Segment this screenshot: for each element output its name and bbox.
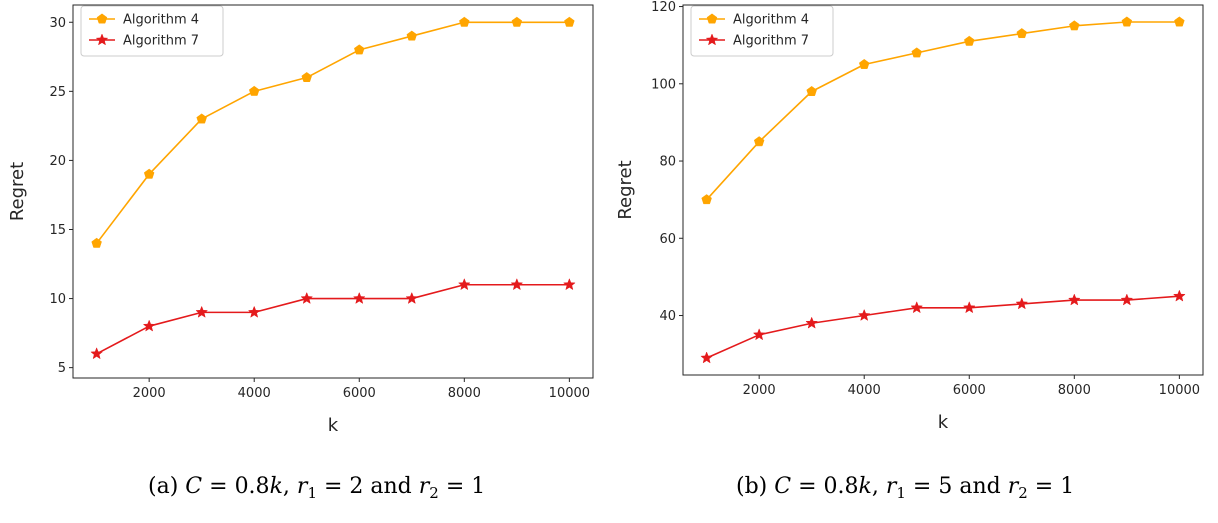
y-tick-label: 25 — [49, 85, 66, 100]
legend-label-2: Algorithm 7 — [123, 34, 199, 49]
series-1-point — [701, 194, 712, 205]
y-tick-label: 40 — [659, 309, 676, 324]
series-1-point — [753, 136, 765, 147]
x-tick-label: 10000 — [1159, 383, 1200, 398]
x-tick-label: 6000 — [343, 386, 376, 401]
x-axis-label: k — [938, 412, 949, 433]
series-line-2 — [706, 295, 1180, 359]
series-line-2 — [96, 283, 570, 355]
series-line-1 — [706, 21, 1180, 201]
legend-label-2: Algorithm 7 — [733, 34, 809, 49]
caption-b: (b) C = 0.8k, r1 = 5 and r2 = 1 — [736, 474, 1075, 502]
y-tick-label: 20 — [49, 154, 66, 169]
legend-box — [80, 5, 224, 57]
series-1-point — [248, 85, 260, 96]
series-2-point — [352, 291, 366, 304]
series-1-point — [354, 44, 365, 55]
series-1-point — [858, 58, 870, 69]
series-1-point — [143, 168, 155, 179]
series-1-point — [964, 35, 975, 46]
series-1-point — [1174, 16, 1185, 27]
series-line-1 — [96, 21, 570, 244]
series-1-point — [806, 86, 817, 96]
y-tick-label: 15 — [49, 223, 66, 238]
y-tick-label: 5 — [58, 361, 66, 376]
series-2-point — [910, 301, 924, 314]
series-2-point — [1067, 293, 1081, 306]
series-2-point — [510, 278, 524, 291]
series-1-point — [91, 237, 102, 248]
plot-frame — [72, 4, 594, 379]
y-tick-label: 60 — [659, 232, 676, 247]
series-1-point — [1069, 20, 1080, 31]
series-1-point — [511, 16, 523, 27]
series-1-point — [406, 30, 418, 41]
series-2-point — [752, 328, 766, 341]
x-tick-label: 4000 — [238, 386, 271, 401]
series-2-point — [563, 278, 576, 291]
series-2-point — [142, 319, 156, 332]
series-2-point — [457, 278, 471, 291]
series-2-point — [1120, 293, 1134, 306]
series-2-point — [857, 308, 871, 321]
series-2-point — [700, 351, 713, 364]
caption-a: (a) C = 0.8k, r1 = 2 and r2 = 1 — [148, 474, 486, 502]
series-2-point — [1173, 289, 1186, 302]
x-axis-label: k — [328, 415, 339, 436]
series-1-point — [911, 47, 922, 58]
series-2-point — [405, 291, 419, 304]
x-tick-label: 2000 — [743, 383, 776, 398]
series-2-point — [195, 305, 209, 318]
x-tick-label: 2000 — [133, 386, 166, 401]
x-tick-label: 10000 — [549, 386, 590, 401]
x-tick-label: 8000 — [1058, 383, 1091, 398]
series-1-point — [196, 113, 207, 124]
y-tick-label: 10 — [49, 292, 66, 307]
series-1-point — [459, 16, 470, 27]
legend-label-1: Algorithm 4 — [123, 13, 199, 28]
x-tick-label: 4000 — [848, 383, 881, 398]
x-tick-label: 6000 — [953, 383, 986, 398]
legend-marker-2 — [95, 33, 109, 46]
series-1-point — [1121, 16, 1133, 27]
y-tick-label: 80 — [659, 155, 676, 170]
x-tick-label: 8000 — [448, 386, 481, 401]
legend-marker-2 — [705, 33, 719, 46]
legend-label-1: Algorithm 4 — [733, 13, 809, 28]
chart-b: 2000 4000 6000 8000 10000 40 60 80 100 120 k Regret… — [615, 0, 1204, 433]
series-1-point — [564, 16, 575, 27]
y-tick-label: 30 — [49, 16, 66, 31]
y-tick-label: 120 — [651, 0, 676, 15]
y-axis-label: Regret — [615, 160, 636, 219]
legend-marker-1 — [706, 13, 718, 24]
y-axis-label: Regret — [7, 162, 28, 221]
y-tick-label: 100 — [651, 77, 676, 92]
series-1-point — [1016, 28, 1028, 39]
series-2-point — [805, 316, 819, 329]
series-2-point — [1015, 297, 1029, 310]
series-2-point — [90, 347, 103, 360]
chart-a: 2000 4000 6000 8000 10000 5 10 15 20 25 30 k Regret A… — [7, 4, 594, 436]
legend-marker-1 — [96, 13, 108, 24]
series-2-point — [247, 305, 261, 318]
plot-frame — [682, 4, 1204, 376]
legend-box — [690, 5, 834, 57]
series-1-point — [301, 72, 312, 82]
series-2-point — [962, 301, 976, 314]
series-2-point — [300, 291, 314, 304]
